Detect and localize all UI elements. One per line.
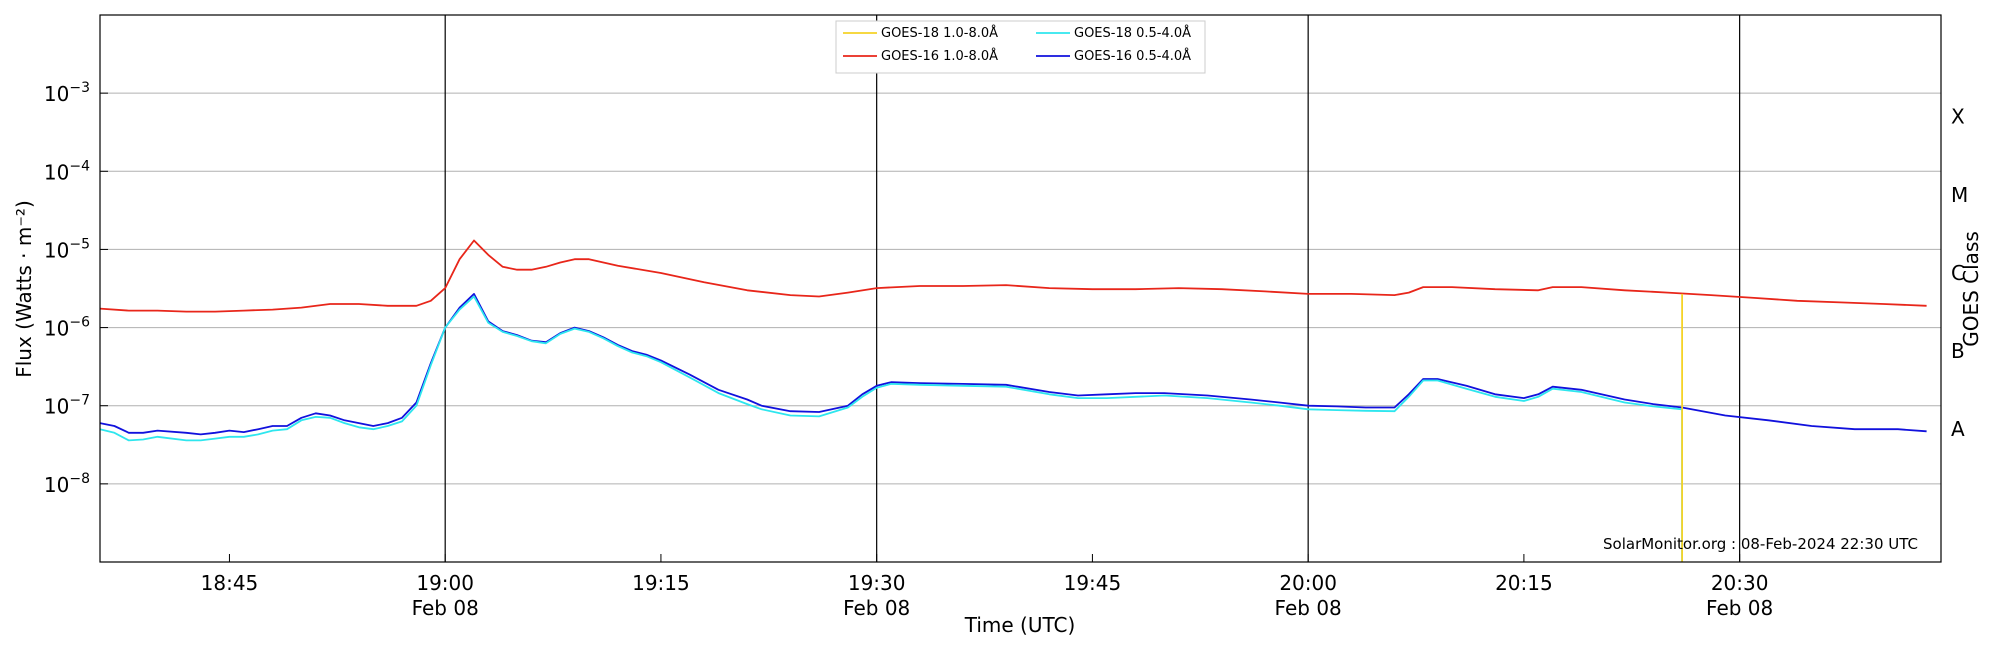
- x-tick-date-label: Feb 08: [1275, 596, 1342, 620]
- x-tick-label: 20:15: [1495, 571, 1553, 595]
- y-axis-title: Flux (Watts · m⁻²): [12, 200, 36, 378]
- y-tick-exponent: −6: [69, 315, 90, 331]
- series-line: [99, 239, 1927, 313]
- y-tick-base: 10: [44, 238, 69, 262]
- x-tick-label: 18:45: [201, 571, 259, 595]
- y-tick-exponent: −4: [69, 158, 90, 174]
- x-tick-date-label: Feb 08: [843, 596, 910, 620]
- y-axis-ticks: 10−810−710−610−510−410−3: [44, 80, 108, 497]
- y-tick-base: 10: [44, 395, 69, 419]
- x-tick-label: 19:15: [632, 571, 690, 595]
- y-tick-label: 10−3: [44, 80, 90, 106]
- y-tick-label: 10−8: [44, 471, 90, 497]
- x-tick-label: 20:00: [1279, 571, 1337, 595]
- goes-class-labels: A B C M X: [1951, 105, 1968, 442]
- x-tick-label: 19:00: [416, 571, 474, 595]
- series-line: [99, 292, 1927, 436]
- series-layer: [99, 239, 1927, 562]
- y-tick-label: 10−6: [44, 315, 90, 341]
- legend-label: GOES-16 0.5-4.0Å: [1074, 48, 1191, 64]
- y-tick-exponent: −5: [69, 236, 90, 252]
- x-tick-label: 19:45: [1064, 571, 1122, 595]
- plot-frame: [99, 14, 1942, 563]
- goes-class-label: X: [1951, 105, 1965, 129]
- x-axis-title: Time (UTC): [964, 613, 1076, 637]
- goes-class-label: B: [1951, 339, 1965, 363]
- y-tick-base: 10: [44, 82, 69, 106]
- legend-label: GOES-16 1.0-8.0Å: [881, 48, 998, 64]
- x-tick-label: 20:30: [1711, 571, 1769, 595]
- y-tick-exponent: −7: [69, 393, 90, 409]
- x-tick-date-label: Feb 08: [1706, 596, 1773, 620]
- legend-box: [835, 20, 1206, 74]
- right-axis-title: GOES Class: [1959, 231, 1983, 347]
- y-tick-label: 10−7: [44, 393, 90, 419]
- y-tick-label: 10−5: [44, 236, 90, 262]
- legend: GOES-18 1.0-8.0Å GOES-18 0.5-4.0Å GOES-16 …: [835, 20, 1206, 74]
- y-tick-exponent: −3: [69, 80, 90, 96]
- goes-class-label: C: [1951, 261, 1965, 285]
- x-tick-label: 19:30: [848, 571, 906, 595]
- x-tick-date-label: Feb 08: [412, 596, 479, 620]
- y-tick-base: 10: [44, 317, 69, 341]
- goes-class-label: A: [1951, 417, 1965, 441]
- legend-label: GOES-18 1.0-8.0Å: [881, 25, 998, 41]
- y-tick-exponent: −8: [69, 471, 90, 487]
- legend-label: GOES-18 0.5-4.0Å: [1074, 25, 1191, 41]
- goes-class-label: M: [1951, 183, 1968, 207]
- y-tick-label: 10−4: [44, 158, 90, 184]
- y-tick-base: 10: [44, 160, 69, 184]
- y-tick-base: 10: [44, 473, 69, 497]
- series-line: [99, 295, 1683, 562]
- grid-lines: [100, 92, 1941, 485]
- source-credit: SolarMonitor.org : 08-Feb-2024 22:30 UTC: [1603, 535, 1918, 553]
